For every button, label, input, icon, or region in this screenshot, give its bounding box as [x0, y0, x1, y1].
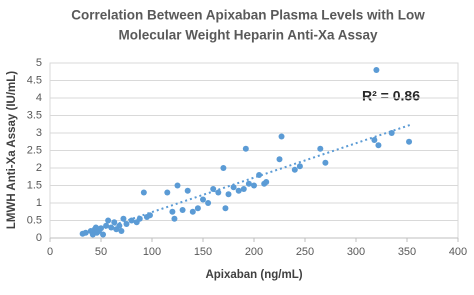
y-axis-label: LMWH Anti-Xa Assay (IU/mL) — [6, 71, 18, 229]
point — [169, 208, 176, 215]
point — [225, 191, 232, 198]
point — [184, 187, 191, 194]
y-tick-label: 3.5 — [27, 109, 42, 121]
point — [105, 217, 112, 224]
point — [263, 179, 270, 185]
point — [371, 137, 378, 143]
x-tick-label: 250 — [296, 246, 314, 258]
x-tick-label: 100 — [143, 246, 161, 258]
x-tick-label: 300 — [347, 246, 365, 258]
y-tick-label: 0 — [36, 232, 42, 244]
point — [322, 159, 329, 166]
y-tick-label: 4.5 — [27, 74, 42, 86]
point — [278, 133, 285, 140]
point — [140, 189, 147, 196]
point — [215, 189, 222, 196]
point — [245, 180, 252, 187]
y-tick-label: 4 — [36, 92, 42, 104]
point — [276, 156, 283, 163]
y-tick-label: 2.5 — [27, 144, 42, 156]
point — [291, 166, 298, 173]
y-tick-label: 1 — [36, 197, 42, 209]
point — [205, 200, 212, 206]
x-axis-label: Apixaban (ng/mL) — [205, 269, 302, 281]
x-tick-label: 50 — [95, 246, 107, 258]
point — [240, 186, 247, 192]
point — [123, 221, 130, 227]
point — [179, 207, 186, 213]
point — [171, 215, 178, 222]
x-tick-label: 400 — [449, 246, 467, 258]
y-tick-label: 3 — [36, 127, 42, 139]
point — [230, 184, 237, 191]
point — [189, 208, 196, 215]
x-tick-label: 200 — [245, 246, 263, 258]
x-tick-label: 0 — [47, 246, 53, 258]
point — [174, 182, 181, 189]
point — [235, 187, 242, 194]
y-tick-label: 1.5 — [27, 179, 42, 191]
trendline — [85, 123, 413, 236]
point — [118, 228, 125, 234]
point — [406, 138, 413, 145]
point — [242, 145, 249, 152]
point — [375, 142, 382, 149]
point — [98, 225, 104, 232]
x-tick-label: 350 — [398, 246, 416, 258]
point — [82, 229, 89, 236]
point — [116, 222, 123, 229]
point — [200, 196, 206, 203]
point — [164, 189, 171, 196]
point — [100, 231, 107, 238]
point — [194, 205, 201, 212]
point — [222, 205, 229, 212]
point — [296, 163, 303, 170]
point — [317, 145, 324, 152]
point — [220, 165, 227, 171]
chart-title: Correlation Between Apixaban Plasma Leve… — [71, 8, 425, 23]
x-tick-label: 150 — [194, 246, 212, 258]
y-tick-label: 5 — [36, 57, 42, 69]
point — [108, 224, 115, 231]
point — [373, 67, 380, 73]
y-tick-label: 2 — [36, 162, 42, 174]
chart-title: Molecular Weight Heparin Anti-Xa Assay — [118, 28, 378, 43]
point — [251, 182, 257, 189]
y-tick-label: 0.5 — [27, 214, 42, 226]
r-squared: R² = 0.86 — [362, 88, 420, 104]
point — [128, 217, 135, 224]
